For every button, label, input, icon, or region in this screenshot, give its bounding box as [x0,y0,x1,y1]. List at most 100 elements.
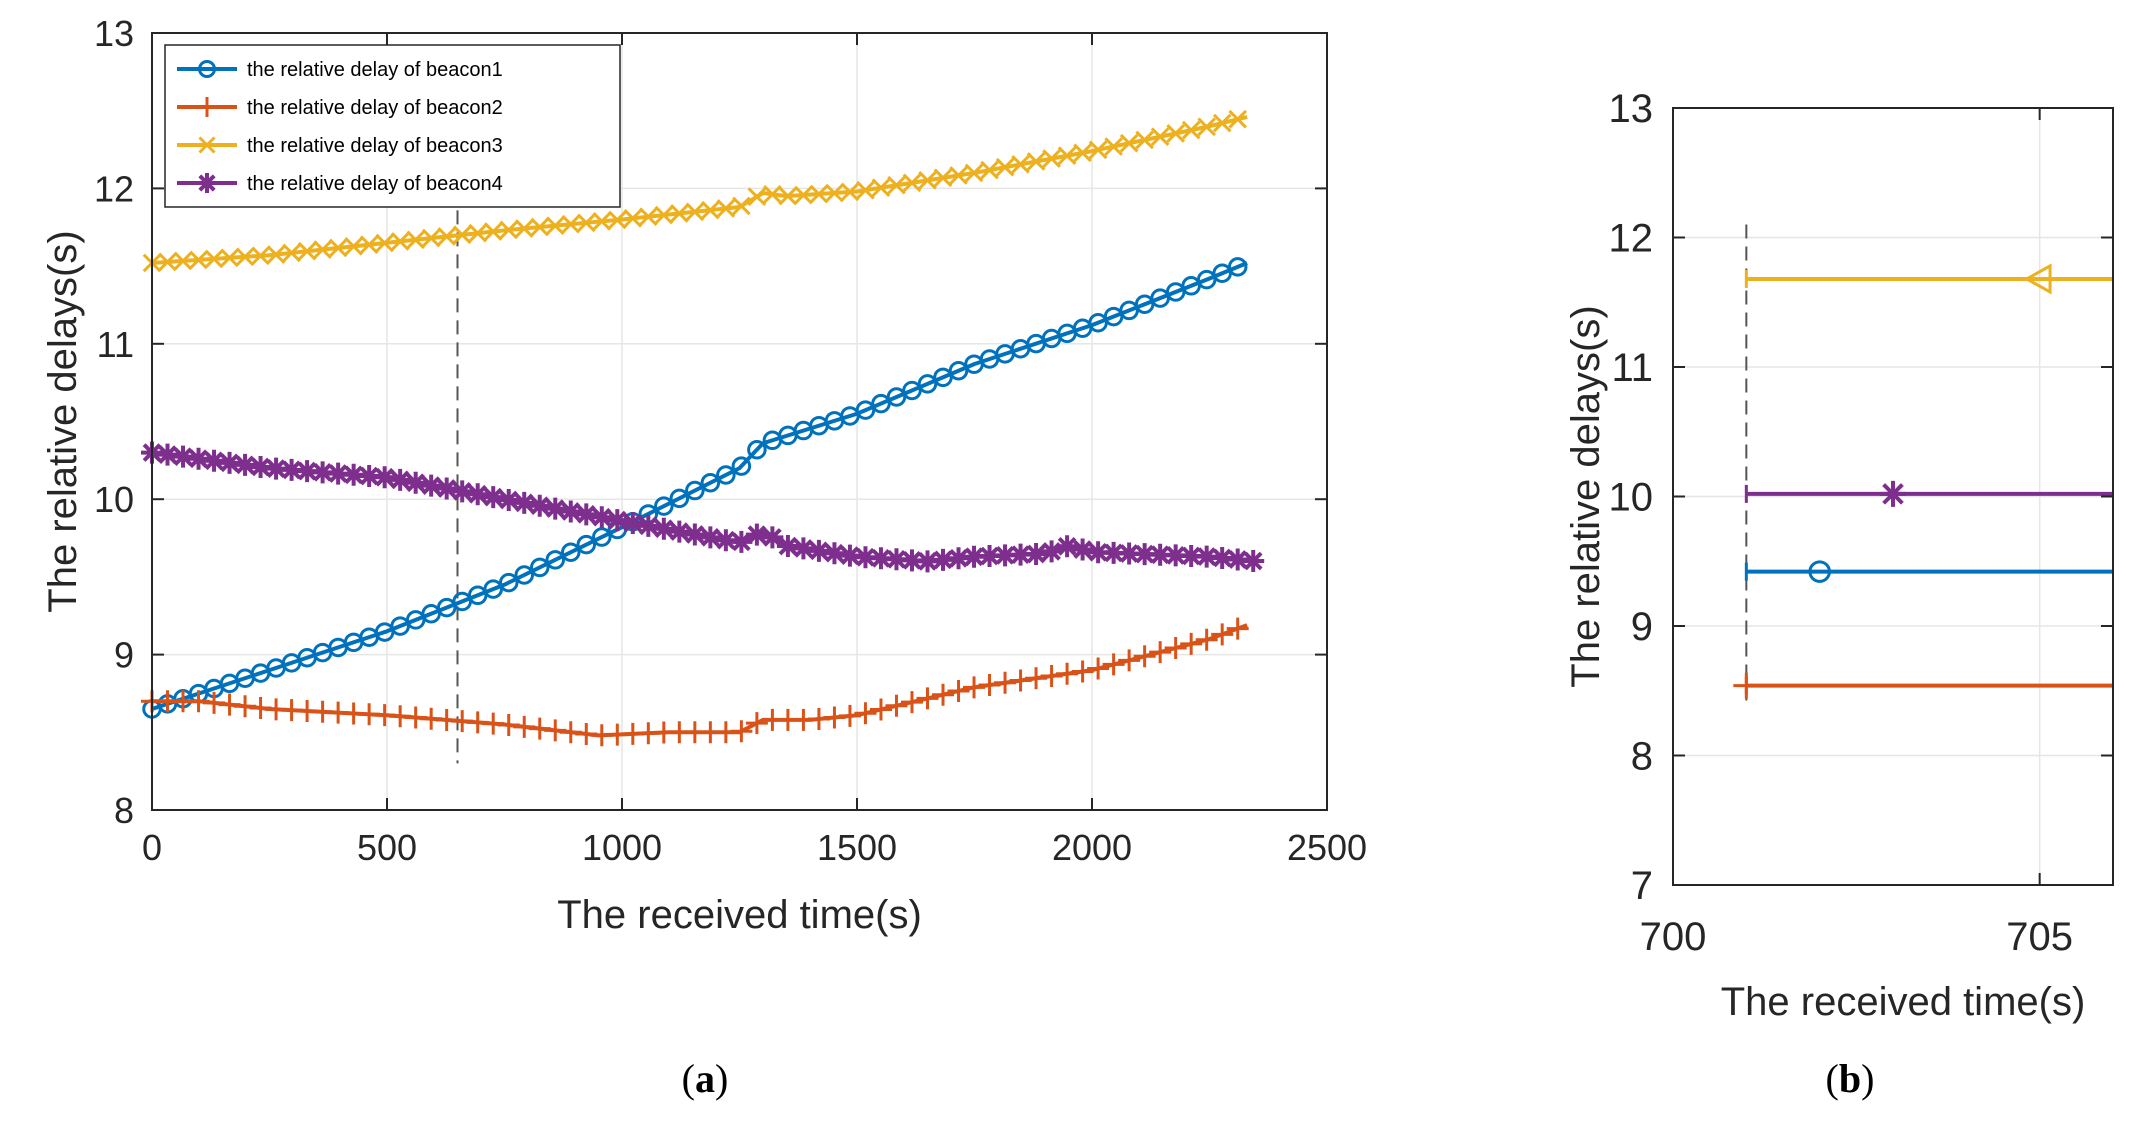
chart-a-data-point [514,565,534,585]
chart-a-data-point [669,488,690,509]
chart-b-series-3 [1744,263,2113,295]
chart-a-data-point [1133,645,1156,668]
chart-a-data-point [886,387,907,407]
chart-b-series [1733,224,2113,704]
chart-a-data-point [1166,124,1185,143]
chart-a-data-point [730,720,753,743]
chart-a-data-point [561,214,581,234]
chart-a-data-point [654,205,674,225]
chart-a-data-point [358,465,381,488]
chart-a-data-point [807,539,830,562]
panel-b-caption: (b) [1826,1056,1875,1101]
chart-a-legend-swatch-marker [197,173,217,193]
chart-a-y-tick-label: 12 [94,168,134,209]
chart-a-data-point [344,237,363,256]
chart-a-data-point [482,486,505,509]
chart-a-data-point [916,550,939,573]
chart-a-data-point [1056,535,1079,558]
chart-b-y-tick-label: 13 [1609,87,1654,131]
chart-a-data-point [483,222,503,241]
chart-a-data-point [701,200,720,220]
chart-a-data-point [963,676,986,699]
chart-a-data-point [421,228,441,248]
chart-a-data-point [297,241,317,261]
chart-a-data-point [468,223,488,243]
chart-a-legend-label: the relative delay of beacon4 [247,173,503,195]
chart-a-data-point [1197,117,1216,137]
chart-a-data-point [266,245,286,264]
chart-a-data-point [575,503,598,526]
chart-a-series-1 [142,257,1248,719]
chart-a-data-point [1211,623,1234,646]
chart-b-y-tick-label: 12 [1609,217,1654,261]
chart-a-data-point [900,549,923,572]
chart-a-data-point [1025,542,1048,565]
chart-b-y-tick-label: 10 [1609,476,1654,520]
chart-a-data-point [1073,143,1092,163]
chart-a-data-point [389,468,412,491]
chart-b-data-point [1808,560,1831,583]
chart-a-data-point [856,180,875,200]
chart-a-data-point [359,235,379,254]
chart-a: 0 500 1000 1500 2000 2500 8 9 10 11 12 13 The recei… [41,13,1367,937]
chart-a-data-point [1087,541,1110,564]
chart-a-data-point [871,393,891,414]
chart-a-data-point [855,400,876,420]
chart-a-data-point [1011,155,1030,174]
chart-a-legend-entry: the relative delay of beacon2 [177,97,503,119]
chart-a-data-point [978,545,1001,568]
chart-a-data-point [390,232,410,251]
chart-a-data-point [1164,637,1187,660]
chart-a-data-point [869,698,892,721]
chart-a-data-point [916,687,939,710]
chart-a-data-point [699,526,722,549]
chart-a-data-point [1149,543,1172,566]
chart-a-data-point [435,477,458,500]
chart-a-data-point [311,461,334,484]
chart-a-data-point [1119,133,1139,153]
chart-a-data-point [497,488,520,511]
chart-a-series-line [151,261,1248,711]
chart-a-data-point [948,361,969,381]
chart-a-data-point [514,219,534,238]
chart-a-data-point [1104,137,1123,156]
panel-b-caption-close: ) [1861,1056,1874,1101]
chart-a-data-point [776,535,799,558]
chart-a-data-point [1088,140,1108,160]
chart-a-y-axis-label: The relative delays(s) [41,230,85,612]
chart-a-data-point [683,523,706,546]
chart-a-data-point [745,523,768,546]
chart-a-data-point [745,712,768,735]
chart-a-data-point [483,579,503,599]
chart-a-data-point [1180,632,1203,655]
chart-b-ticks: 700 705 7 8 9 10 11 12 13 [1609,87,2113,959]
chart-a-data-point [530,557,550,578]
chart-a-data-point [251,246,270,266]
chart-a-data-point [265,457,288,480]
chart-a-legend-swatch-marker [197,97,217,117]
chart-b-series-1 [1744,560,2113,583]
chart-a-data-point [963,545,986,568]
chart-a-data-point [1226,548,1249,571]
chart-a-data-point [900,691,923,714]
chart-a-data-point [203,691,226,714]
chart-a-data-point [280,458,303,481]
chart-a-data-point [1195,545,1218,568]
chart-a-data-point [902,380,922,401]
chart-a-data-point [1071,538,1094,561]
chart-a-data-point [173,251,193,271]
chart-a-legend-entry: the relative delay of beacon4 [177,173,503,195]
chart-a-data-point [1071,660,1094,683]
chart-a-data-point [994,544,1017,567]
chart-a-data-point [714,529,737,552]
chart-a-data-point [158,252,177,272]
chart-a-data-point [559,721,582,744]
chart-a-ticks: 0 500 1000 1500 2000 2500 8 9 10 11 12 13 [94,13,1367,868]
chart-a-data-point [652,517,675,540]
chart-a-y-tick-label: 8 [114,790,134,831]
chart-a-data-point [1056,662,1079,685]
chart-a-data-point [592,212,612,231]
chart-a-data-point [1135,130,1154,150]
panel-a-caption: (a) [682,1056,729,1101]
